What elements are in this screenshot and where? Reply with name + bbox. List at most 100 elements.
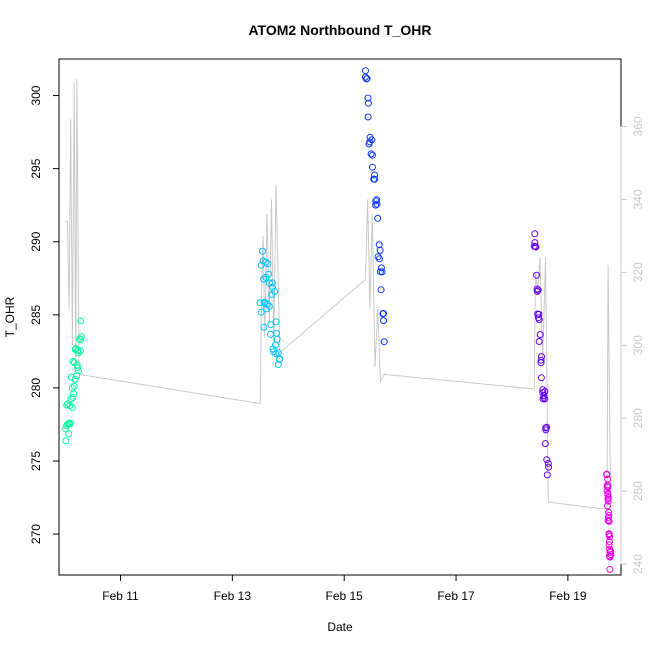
data-point bbox=[265, 302, 273, 310]
data-point bbox=[533, 285, 541, 293]
y-tick-label: 295 bbox=[29, 158, 43, 178]
y-tick-label: 290 bbox=[29, 231, 43, 251]
data-point bbox=[604, 502, 611, 510]
y2-tick-label: 360 bbox=[631, 116, 645, 136]
data-point bbox=[257, 261, 265, 269]
series-4 bbox=[530, 230, 553, 479]
data-point bbox=[376, 246, 384, 254]
data-point bbox=[271, 288, 279, 295]
data-point bbox=[265, 270, 273, 278]
data-point bbox=[533, 271, 541, 279]
data-point bbox=[606, 552, 613, 560]
series-3 bbox=[361, 67, 388, 346]
x-tick-label: Feb 15 bbox=[326, 589, 364, 603]
x-tick-label: Feb 19 bbox=[549, 589, 587, 603]
data-point bbox=[545, 463, 553, 471]
y2-tick-label: 260 bbox=[631, 481, 645, 501]
data-point bbox=[75, 367, 82, 375]
data-point bbox=[378, 268, 386, 276]
data-point bbox=[537, 356, 545, 364]
y-axis-left: 270 275 280 285 290 295 300 bbox=[29, 85, 60, 544]
data-point bbox=[260, 323, 268, 331]
series-2 bbox=[256, 247, 284, 368]
y-tick-label: 275 bbox=[29, 451, 43, 471]
data-point bbox=[535, 310, 543, 318]
data-point bbox=[64, 400, 72, 408]
data-point bbox=[270, 348, 277, 356]
data-point bbox=[375, 241, 383, 249]
data-point bbox=[367, 150, 375, 158]
data-point bbox=[368, 136, 376, 144]
data-point bbox=[259, 247, 266, 255]
data-point bbox=[257, 308, 265, 316]
data-point bbox=[67, 373, 75, 381]
data-point bbox=[531, 239, 539, 247]
data-point bbox=[272, 318, 280, 326]
data-point bbox=[372, 197, 380, 205]
data-point bbox=[77, 317, 85, 325]
data-point bbox=[541, 395, 549, 403]
y-tick-label: 285 bbox=[29, 304, 43, 324]
data-point bbox=[256, 299, 264, 307]
data-point bbox=[605, 530, 613, 538]
data-point bbox=[364, 99, 372, 107]
data-point bbox=[538, 353, 545, 361]
data-point bbox=[537, 374, 545, 382]
y2-tick-label: 240 bbox=[631, 554, 645, 574]
points-layer bbox=[62, 67, 615, 573]
data-point bbox=[604, 493, 612, 501]
x-axis-label: Date bbox=[327, 620, 353, 634]
data-point bbox=[380, 317, 387, 325]
secondary-line-layer bbox=[65, 79, 611, 510]
data-point bbox=[605, 538, 613, 546]
data-point bbox=[375, 255, 383, 263]
data-point bbox=[380, 310, 387, 317]
data-point bbox=[70, 390, 78, 398]
data-point bbox=[267, 321, 275, 329]
x-tick-label: Feb 11 bbox=[102, 589, 139, 603]
data-point bbox=[536, 331, 544, 339]
data-point bbox=[69, 394, 77, 401]
data-point bbox=[68, 404, 76, 412]
data-point bbox=[362, 67, 369, 75]
data-point bbox=[75, 349, 82, 357]
chart-title: ATOM2 Northbound T_OHR bbox=[248, 22, 431, 38]
y-axis-right: 240 260 280 300 320 340 360 bbox=[620, 116, 645, 574]
data-point bbox=[543, 471, 551, 479]
data-point bbox=[76, 335, 84, 343]
data-point bbox=[74, 364, 82, 371]
data-point bbox=[544, 459, 552, 467]
y-axis-label: T_OHR bbox=[3, 296, 17, 337]
series-5 bbox=[603, 470, 615, 573]
data-point bbox=[532, 243, 540, 251]
data-point bbox=[373, 196, 381, 204]
data-point bbox=[607, 551, 615, 559]
data-point bbox=[269, 283, 276, 291]
data-point bbox=[535, 316, 543, 323]
data-point bbox=[77, 333, 85, 341]
data-point bbox=[70, 382, 78, 390]
data-point bbox=[273, 335, 281, 343]
data-point bbox=[604, 497, 612, 505]
data-point bbox=[534, 286, 542, 294]
data-point bbox=[377, 264, 385, 272]
data-point bbox=[543, 456, 551, 464]
x-tick-label: Feb 13 bbox=[214, 589, 252, 603]
data-point bbox=[264, 260, 272, 268]
data-point bbox=[65, 430, 73, 438]
data-point bbox=[262, 258, 270, 266]
data-point bbox=[371, 171, 379, 179]
data-point bbox=[364, 113, 372, 121]
y-tick-label: 270 bbox=[29, 524, 43, 544]
data-point bbox=[604, 517, 612, 525]
data-point bbox=[364, 94, 372, 102]
data-point bbox=[371, 175, 378, 183]
data-point bbox=[541, 440, 549, 448]
data-point bbox=[264, 300, 271, 308]
data-point bbox=[603, 487, 611, 495]
y-tick-label: 280 bbox=[29, 378, 43, 398]
data-point bbox=[605, 517, 613, 525]
data-point bbox=[62, 437, 70, 445]
data-point bbox=[267, 330, 274, 338]
data-point bbox=[66, 419, 74, 427]
